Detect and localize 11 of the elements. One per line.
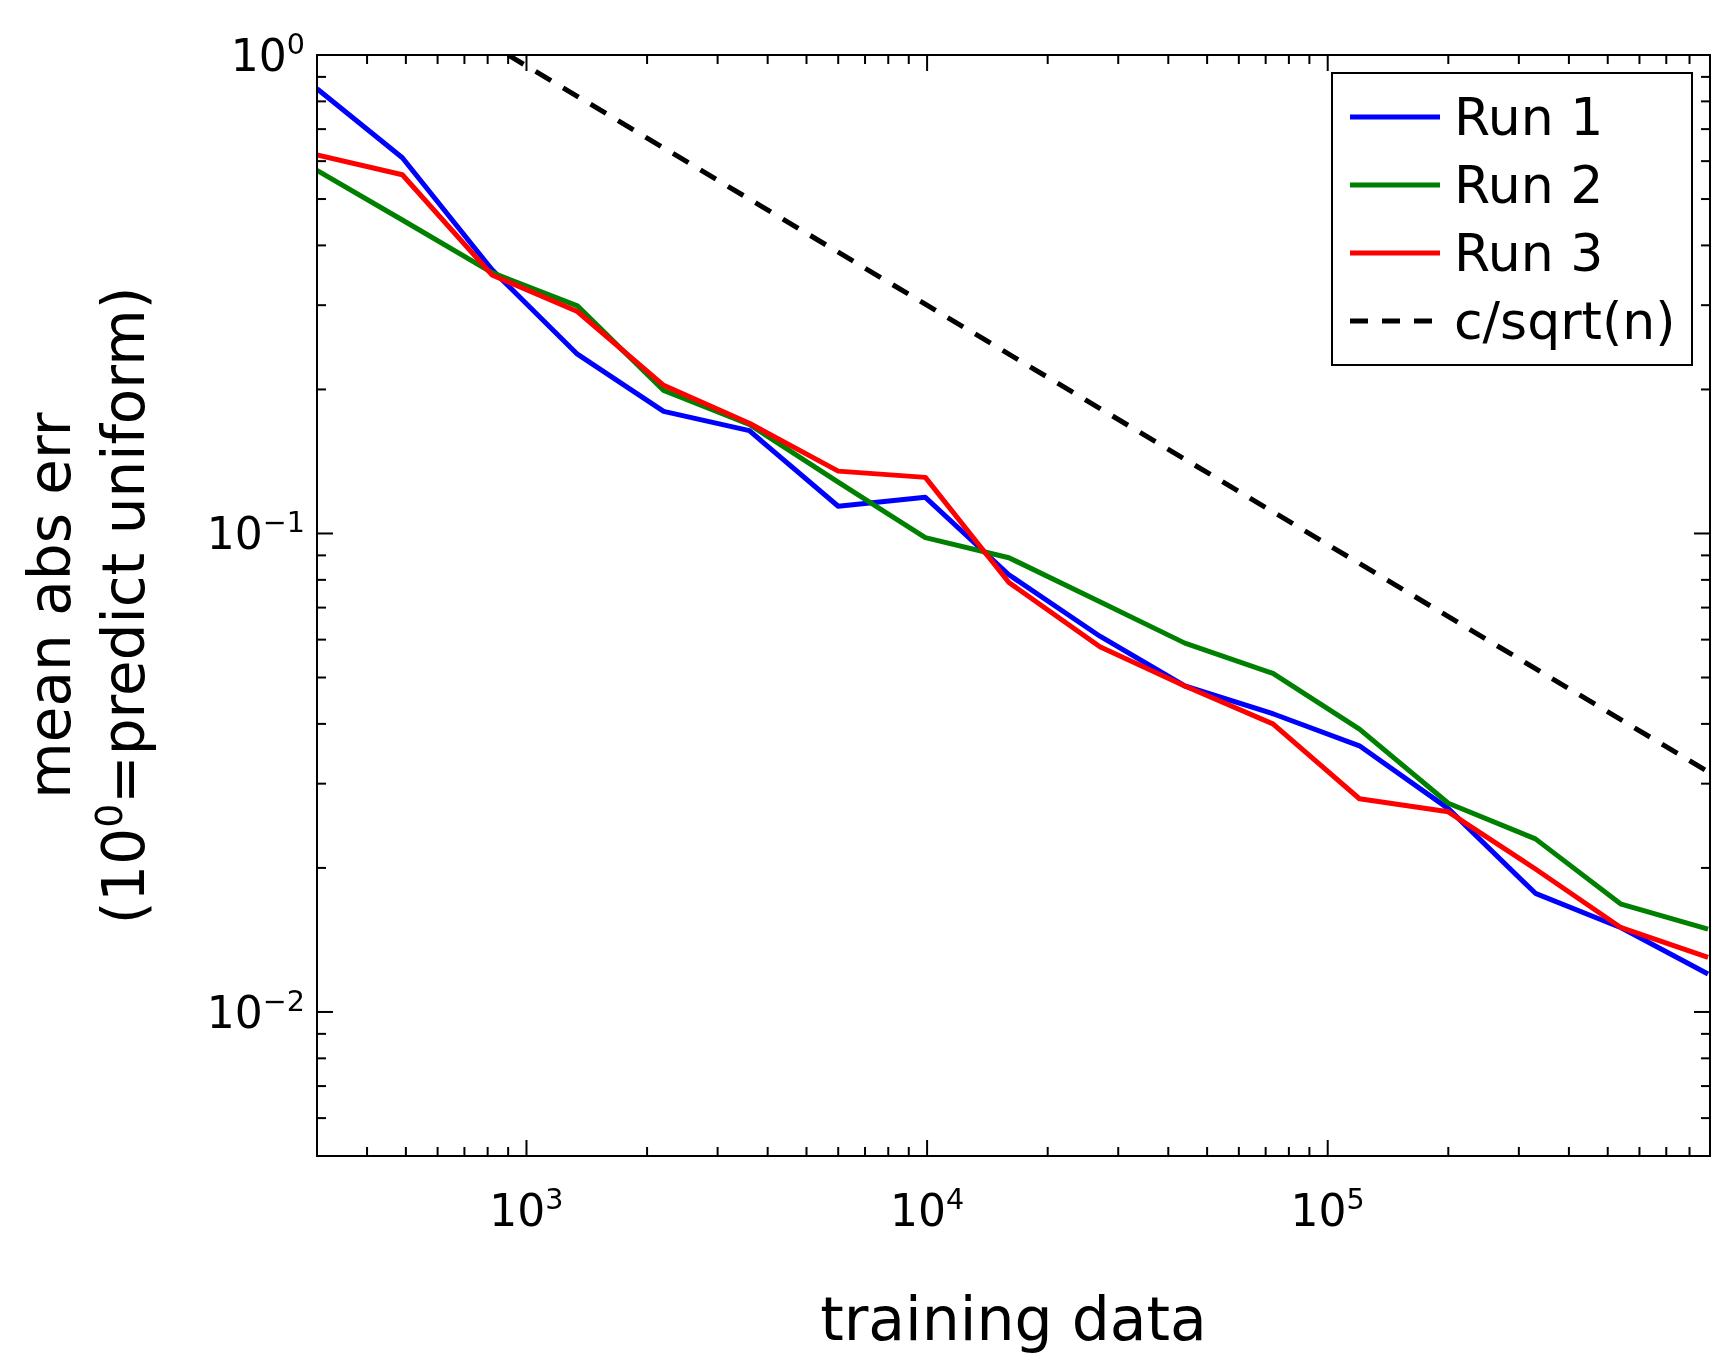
- x-tick-label: 10$^{3}$: [489, 1182, 564, 1236]
- y-tick-label: 10$^{−2}$: [206, 983, 305, 1038]
- legend-label: c/sqrt(n): [1454, 291, 1676, 351]
- legend-label: Run 2: [1454, 155, 1604, 215]
- y-tick-label: 10$^{−1}$: [206, 505, 305, 560]
- x-axis-title: training data: [820, 1284, 1207, 1354]
- legend-label: Run 3: [1454, 223, 1604, 283]
- legend-label: Run 1: [1454, 87, 1604, 147]
- x-tick-label: 10$^{4}$: [889, 1182, 965, 1236]
- y-tick-label: 10$^{0}$: [230, 27, 305, 81]
- x-tick-label: 10$^{5}$: [1290, 1182, 1365, 1236]
